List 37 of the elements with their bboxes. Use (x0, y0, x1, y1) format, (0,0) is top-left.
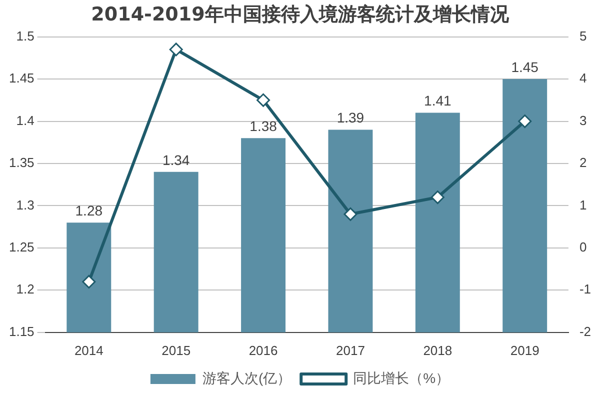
data-label: 1.45 (511, 58, 539, 75)
x-tick-label: 2018 (423, 342, 452, 358)
y-tick-label: 1.15 (8, 324, 34, 339)
x-tick-label: 2017 (336, 342, 365, 358)
y-tick-label: 1.4 (16, 112, 34, 128)
y-tick-label: 1.2 (16, 282, 34, 297)
point (169, 42, 183, 56)
data-label: 1.39 (336, 110, 364, 126)
y2-tick-label: 1 (579, 197, 587, 212)
data-label: 1.28 (75, 202, 103, 218)
y2-tick-label: 0 (579, 240, 587, 255)
y-tick-label: 1.45 (8, 70, 34, 86)
y-tick-label: 1.5 (16, 28, 34, 44)
x-tick-label: 2019 (510, 342, 540, 358)
y2-tick-label: -2 (579, 324, 592, 339)
chart-title: 2014-2019年中国接待入境游客统计及增长情况 (91, 3, 510, 26)
legend-label: 游客人次(亿） (202, 370, 292, 386)
y2-tick-label: 3 (579, 112, 587, 128)
y2-tick-label: -1 (579, 282, 592, 297)
point (518, 114, 532, 128)
y2-tick-label: 5 (579, 28, 587, 44)
point (430, 190, 444, 204)
data-label: 1.38 (250, 118, 278, 134)
y-tick-label: 1.25 (8, 240, 34, 255)
y-tick-label: 1.3 (16, 197, 34, 212)
data-label: 1.34 (162, 152, 190, 168)
point (82, 274, 96, 288)
data-label: 1.41 (424, 92, 452, 109)
legend-label: 同比增长（%） (353, 370, 450, 386)
y-tick-label: 1.35 (8, 155, 34, 170)
point (256, 93, 270, 107)
x-tick-label: 2014 (74, 342, 104, 358)
x-tick-label: 2016 (248, 342, 278, 358)
y2-tick-label: 2 (579, 155, 587, 170)
point (344, 207, 358, 221)
x-tick-label: 2015 (162, 342, 191, 358)
y2-tick-label: 4 (579, 70, 587, 86)
